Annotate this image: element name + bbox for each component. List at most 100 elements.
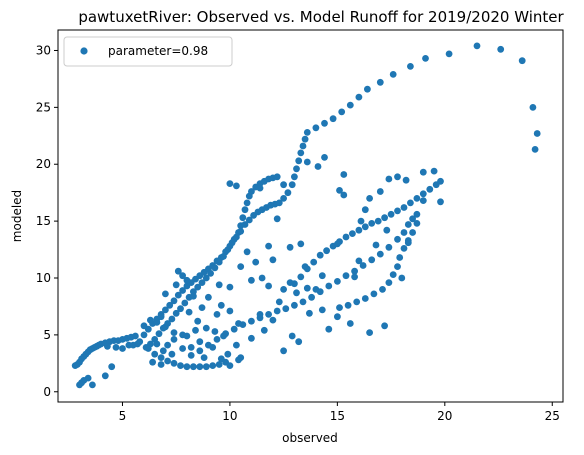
data-point xyxy=(256,184,264,192)
data-point xyxy=(291,301,298,309)
data-point xyxy=(224,350,232,358)
data-point xyxy=(239,214,247,222)
data-point xyxy=(372,241,380,249)
data-point xyxy=(190,292,197,300)
data-point xyxy=(288,181,296,189)
data-point xyxy=(166,301,174,309)
data-point xyxy=(235,356,242,364)
data-point xyxy=(286,279,294,286)
data-point xyxy=(355,226,363,234)
x-tick-label: 5 xyxy=(119,409,127,423)
data-point xyxy=(346,101,354,109)
data-point xyxy=(413,220,421,227)
data-point xyxy=(353,298,361,306)
legend: parameter=0.98 xyxy=(63,36,233,67)
data-point xyxy=(213,311,221,318)
data-point xyxy=(153,340,161,348)
data-point xyxy=(280,181,287,189)
data-point xyxy=(394,173,401,181)
data-point xyxy=(157,313,165,321)
data-point xyxy=(237,263,245,270)
data-point xyxy=(164,357,172,365)
data-point xyxy=(370,290,378,298)
y-axis-label: modeled xyxy=(10,190,24,242)
data-point xyxy=(273,173,281,181)
data-point xyxy=(213,336,221,343)
data-point xyxy=(282,305,290,313)
data-point xyxy=(265,311,272,318)
y-axis-ticks: 0 5 10 15 20 25 30 xyxy=(36,43,58,399)
data-point xyxy=(183,363,191,371)
data-point xyxy=(338,108,346,116)
data-point xyxy=(529,104,537,111)
data-point xyxy=(422,55,429,62)
data-point xyxy=(280,286,287,293)
data-point xyxy=(404,221,412,228)
data-point xyxy=(374,217,382,225)
data-point xyxy=(385,175,393,183)
data-point xyxy=(366,195,373,202)
data-point xyxy=(340,191,348,199)
data-point xyxy=(288,332,296,340)
data-point xyxy=(340,171,348,178)
data-point xyxy=(312,124,320,132)
y-tick-label: 20 xyxy=(36,157,51,171)
data-point xyxy=(426,185,434,193)
data-point xyxy=(179,272,187,280)
data-point xyxy=(226,307,234,315)
data-point xyxy=(185,308,193,316)
data-point xyxy=(316,251,324,259)
data-point xyxy=(192,326,199,334)
data-point xyxy=(265,242,272,250)
data-point xyxy=(140,331,148,339)
y-tick-label: 10 xyxy=(36,271,51,285)
data-point xyxy=(437,177,444,185)
data-point xyxy=(531,146,539,153)
data-point xyxy=(291,173,298,181)
data-point xyxy=(237,228,245,235)
data-point xyxy=(174,291,182,299)
data-point xyxy=(252,258,260,266)
data-point xyxy=(400,245,408,252)
data-point xyxy=(361,223,369,231)
data-point xyxy=(349,230,356,238)
legend-marker-icon xyxy=(80,47,88,55)
data-point xyxy=(303,129,311,136)
data-point xyxy=(437,198,444,206)
data-point xyxy=(144,345,152,352)
data-point xyxy=(211,328,219,335)
data-point xyxy=(351,267,358,275)
x-axis-label: observed xyxy=(282,431,338,445)
data-point xyxy=(198,279,206,286)
data-point xyxy=(241,221,249,228)
y-tick-label: 25 xyxy=(36,100,51,114)
data-point xyxy=(202,274,210,282)
data-point xyxy=(177,305,184,313)
data-point xyxy=(379,286,386,293)
data-point xyxy=(407,199,414,207)
data-point xyxy=(351,273,358,281)
data-point xyxy=(248,188,255,195)
data-point xyxy=(385,279,393,286)
data-point xyxy=(318,272,326,280)
data-point xyxy=(409,215,416,223)
data-point xyxy=(181,299,189,307)
data-point xyxy=(104,342,111,350)
data-point xyxy=(196,338,204,346)
data-point xyxy=(306,309,313,317)
data-point xyxy=(84,374,92,382)
x-tick-label: 15 xyxy=(330,409,345,423)
data-point xyxy=(376,78,384,86)
data-point xyxy=(318,306,326,314)
data-point xyxy=(342,233,350,241)
y-tick-label: 15 xyxy=(36,214,51,228)
data-point xyxy=(323,247,330,255)
data-point xyxy=(269,316,277,324)
data-point xyxy=(211,264,219,272)
data-point xyxy=(183,332,191,340)
data-point xyxy=(168,350,176,358)
data-point xyxy=(243,199,251,207)
y-tick-label: 0 xyxy=(43,385,51,399)
data-point xyxy=(301,135,309,143)
data-point xyxy=(172,309,180,317)
